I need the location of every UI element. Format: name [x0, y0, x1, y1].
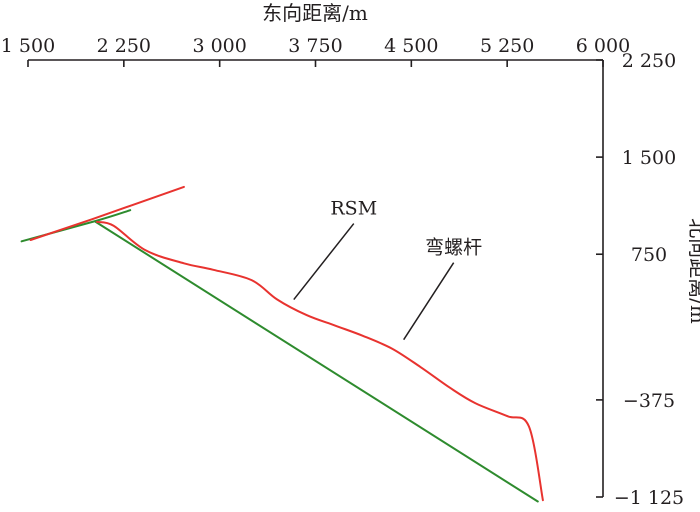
y-tick-label: 2 250: [622, 50, 676, 72]
series-layer: [20, 185, 544, 503]
annotation-label: 弯螺杆: [425, 237, 482, 259]
annotation-leader-line: [403, 262, 455, 341]
y-axis-title: 北向距离/m: [686, 218, 700, 324]
y-tick-label: −375: [623, 390, 675, 412]
y-tick-label: 1 500: [622, 147, 676, 169]
x-tick-label: 4 500: [384, 35, 438, 57]
annotation-layer: RSM 弯螺杆: [293, 198, 482, 341]
x-tick-label: 5 250: [480, 35, 534, 57]
x-tick-label: 3 750: [288, 35, 342, 57]
x-tick-label: 1 500: [1, 35, 55, 57]
y-tick-label: 750: [631, 244, 667, 266]
x-tick-label: 3 000: [192, 35, 246, 57]
y-tick-label: −1 125: [614, 487, 684, 509]
x-ticks: 1 500 2 250 3 000 3 750 4 500 5 250 6 000: [1, 35, 630, 67]
annotation-leader-line: [293, 223, 355, 301]
series-line-bent-motor: [96, 220, 544, 502]
x-axis-title: 东向距离/m: [262, 1, 368, 25]
y-ticks: 2 250 1 500 750 −375 −1 125: [596, 50, 684, 509]
x-tick-label: 2 250: [97, 35, 151, 57]
annotation-label: RSM: [330, 198, 377, 220]
series-line-rsm: [94, 220, 539, 503]
x-tick-label: 6 000: [576, 35, 630, 57]
series-line-bent-motor: [29, 185, 185, 241]
axes: [28, 59, 604, 497]
